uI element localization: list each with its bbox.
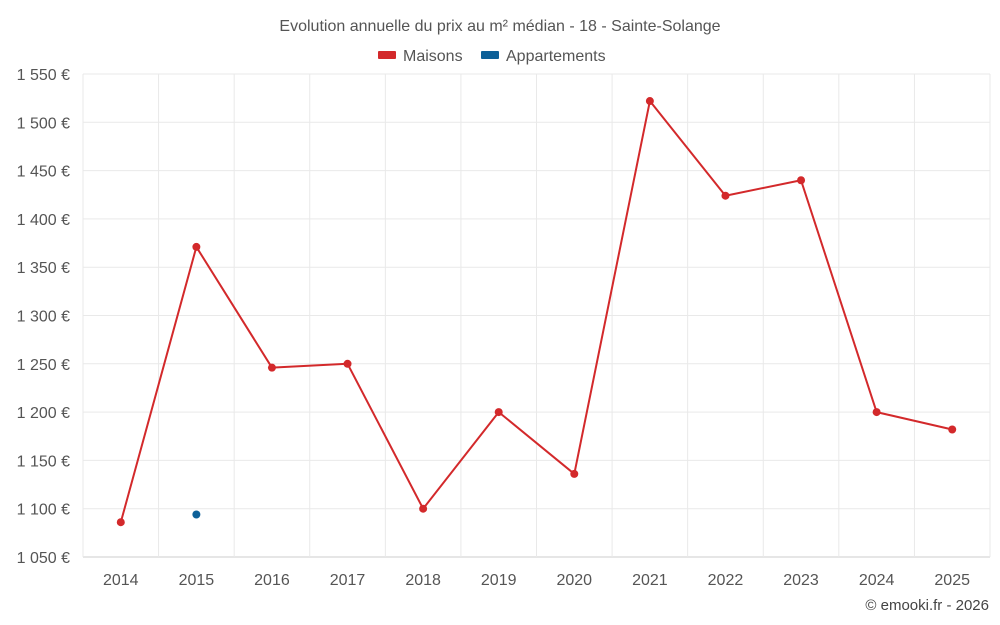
legend-swatch-appartements — [481, 51, 499, 59]
point-maisons-2020[interactable] — [570, 469, 579, 478]
y-tick-label-1250: 1 250 € — [17, 357, 70, 374]
series-layer — [116, 97, 957, 527]
point-maisons-2016[interactable] — [267, 363, 276, 372]
point-maisons-2021[interactable] — [645, 97, 654, 106]
x-tick-label-2015: 2015 — [179, 572, 215, 589]
y-tick-label-1350: 1 350 € — [17, 260, 70, 277]
series-appartements — [192, 510, 201, 519]
y-tick-label-1050: 1 050 € — [17, 550, 70, 567]
point-maisons-2015[interactable] — [192, 242, 201, 251]
point-maisons-2018[interactable] — [419, 504, 428, 513]
y-tick-label-1200: 1 200 € — [17, 405, 70, 422]
x-tick-label-2023: 2023 — [783, 572, 819, 589]
y-tick-label-1500: 1 500 € — [17, 115, 70, 132]
x-tick-label-2019: 2019 — [481, 572, 517, 589]
credit-text: © emooki.fr - 2026 — [865, 597, 989, 614]
x-tick-label-2022: 2022 — [708, 572, 744, 589]
legend-item-maisons[interactable]: Maisons — [378, 48, 463, 65]
y-tick-label-1100: 1 100 € — [17, 502, 70, 519]
y-tick-label-1150: 1 150 € — [17, 453, 70, 470]
point-maisons-2019[interactable] — [494, 408, 503, 417]
point-maisons-2023[interactable] — [797, 176, 806, 185]
legend-swatch-maisons — [378, 51, 396, 59]
x-gridlines — [82, 74, 991, 557]
legend-label-appartements: Appartements — [506, 48, 606, 65]
y-tick-label-1300: 1 300 € — [17, 309, 70, 326]
x-tick-label-2025: 2025 — [934, 572, 970, 589]
point-maisons-2014[interactable] — [116, 518, 125, 527]
point-maisons-2024[interactable] — [872, 408, 881, 417]
point-maisons-2022[interactable] — [721, 191, 730, 200]
x-tick-label-2017: 2017 — [330, 572, 366, 589]
point-appartements-2015[interactable] — [192, 510, 201, 519]
point-maisons-2025[interactable] — [948, 425, 957, 434]
series-line-maisons — [119, 100, 953, 523]
y-tick-label-1550: 1 550 € — [17, 67, 70, 84]
y-tick-label-1400: 1 400 € — [17, 212, 70, 229]
x-tick-label-2021: 2021 — [632, 572, 668, 589]
x-tick-label-2016: 2016 — [254, 572, 290, 589]
legend: Maisons Appartements — [378, 48, 606, 65]
legend-label-maisons: Maisons — [403, 48, 463, 65]
legend-item-appartements[interactable]: Appartements — [481, 48, 606, 65]
x-tick-label-2018: 2018 — [405, 572, 441, 589]
x-tick-label-2014: 2014 — [103, 572, 139, 589]
x-axis: 2014 2015 2016 2017 2018 2019 2020 2021 2022 2023… — [103, 572, 970, 589]
x-tick-label-2020: 2020 — [556, 572, 592, 589]
series-maisons — [116, 97, 957, 527]
y-tick-label-1450: 1 450 € — [17, 164, 70, 181]
x-tick-label-2024: 2024 — [859, 572, 895, 589]
chart-title: Evolution annuelle du prix au m² médian … — [279, 18, 720, 35]
point-maisons-2017[interactable] — [343, 359, 352, 368]
y-axis: 1 050 € 1 100 € 1 150 € 1 200 € 1 250 € 1 300… — [17, 67, 70, 567]
